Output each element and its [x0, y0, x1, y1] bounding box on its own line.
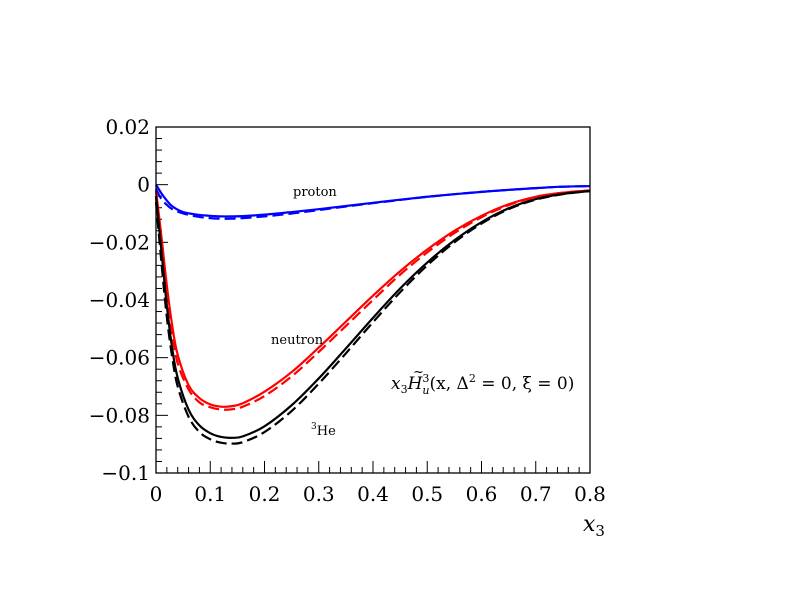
formula-tilde: ~ [413, 365, 424, 380]
y-tick-label: 0.02 [105, 115, 150, 139]
y-tick-label: −0.06 [89, 346, 150, 370]
formula-func: H [407, 374, 424, 394]
series-line-helium3-dashed [154, 189, 591, 445]
series-layer [154, 184, 591, 445]
x-tick-label: 0 [150, 482, 163, 506]
y-tick-label: −0.08 [89, 403, 150, 427]
y-tick-label: −0.04 [89, 288, 150, 312]
series-line-proton-dashed [155, 185, 591, 220]
x-tick-label: 0.6 [466, 482, 498, 506]
x-tick-label: 0.2 [249, 482, 281, 506]
x-axis-title-sub: 3 [595, 522, 605, 540]
formula-lead-sub: 3 [401, 383, 408, 396]
annotation-helium3: 3He [311, 422, 336, 439]
formula-func-sup: 3 [422, 372, 429, 385]
formula-lead: x [391, 374, 401, 394]
ticks-layer [155, 126, 591, 474]
annotation-proton: proton [293, 185, 337, 200]
series-line-neutron [154, 189, 591, 408]
x-axis-title: x3 [583, 512, 605, 540]
helium3-symbol: He [317, 424, 336, 439]
x-tick-label: 0.8 [574, 482, 606, 506]
helium3-superscript: 3 [311, 422, 317, 432]
x-tick-label: 0.7 [520, 482, 552, 506]
plot-frame [155, 126, 591, 474]
formula-func-sub: u [422, 384, 429, 397]
formula-args-rest: = 0, ξ = 0) [476, 374, 575, 394]
y-tick-label: −0.02 [89, 230, 150, 254]
x-tick-label: 0.4 [357, 482, 389, 506]
x-axis-title-main: x [583, 512, 596, 537]
x-tick-label: 0.5 [411, 482, 443, 506]
formula-args-sup: 2 [469, 372, 476, 385]
y-tick-label: −0.1 [101, 461, 150, 485]
tick-labels-layer: 0 0.1 0.2 0.3 0.4 0.5 0.6 0.7 0.8 0.02 0 −0.02 −0.04… [89, 115, 606, 506]
formula-args: (x, Δ [430, 374, 469, 394]
y-tick-label: 0 [137, 173, 150, 197]
x-tick-label: 0.1 [194, 482, 226, 506]
series-line-neutron-dashed [154, 189, 591, 411]
annotation-neutron: neutron [271, 333, 324, 348]
formula-label: x3H3 u(x, Δ2 = 0, ξ = 0) [391, 372, 574, 397]
series-line-helium3 [154, 189, 591, 439]
x-tick-label: 0.3 [303, 482, 335, 506]
